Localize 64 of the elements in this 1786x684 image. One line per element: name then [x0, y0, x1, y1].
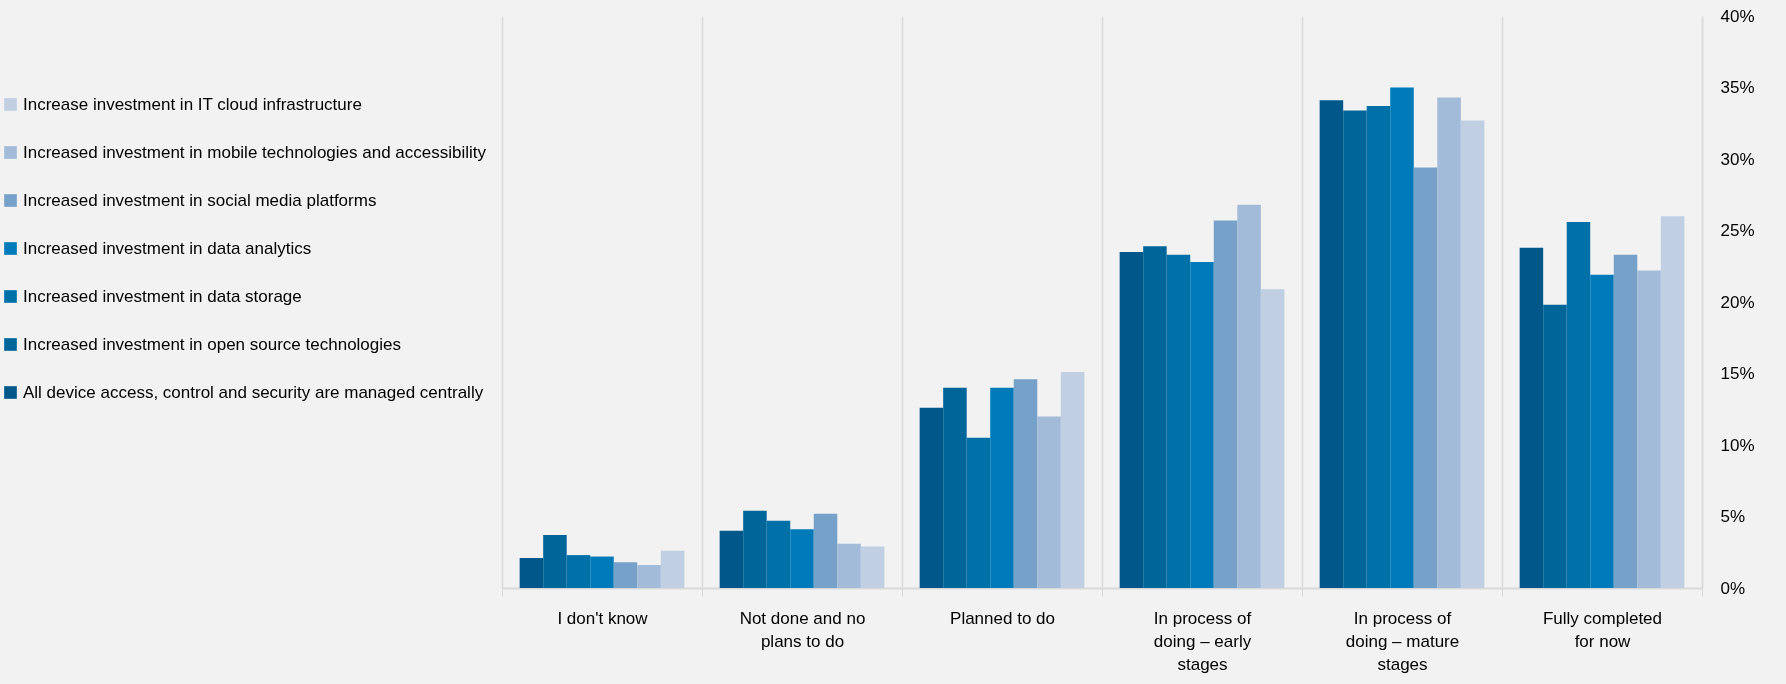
y-tick-label: 5% — [1720, 507, 1746, 526]
bar — [813, 513, 838, 588]
bar — [943, 387, 967, 588]
bar — [590, 556, 614, 588]
y-tick-label: 0% — [1720, 578, 1746, 598]
bar — [990, 387, 1014, 588]
bar — [1343, 110, 1367, 588]
bar — [1119, 251, 1144, 588]
x-tick-label: In process of doing – mature stages — [1345, 608, 1460, 674]
bar — [1013, 379, 1038, 588]
bar — [519, 557, 544, 588]
y-tick-label: 25% — [1720, 221, 1755, 240]
bar — [966, 437, 991, 588]
x-tick-label: Fully completed for now — [1542, 608, 1663, 651]
bar — [566, 555, 591, 588]
bar — [1319, 100, 1344, 588]
bar — [613, 562, 638, 588]
legend-label: All device access, control and security are managed centrally — [23, 382, 484, 402]
bar — [1437, 97, 1461, 588]
bar — [1460, 120, 1485, 588]
legend-label: Increased investment in data analytics — [23, 238, 312, 258]
legend-label: Increased investment in open source technologies — [23, 334, 402, 354]
bar — [1060, 372, 1085, 588]
bar — [1660, 216, 1685, 588]
y-tick-label: 40% — [1720, 6, 1755, 26]
bar — [1390, 87, 1414, 588]
bar — [1613, 254, 1638, 588]
x-tick-label: Not done and no plans to do — [739, 608, 866, 651]
bar — [919, 407, 944, 588]
legend-label: Increase investment in IT cloud infrastructure — [23, 94, 362, 114]
y-tick-label: 30% — [1720, 149, 1755, 169]
legend-label: Increased investment in mobile technologies and accessibility — [23, 142, 487, 162]
x-tick-label: I don't know — [557, 608, 649, 628]
bar — [1037, 416, 1061, 588]
legend-label: Increased investment in data storage — [23, 286, 302, 306]
bar — [1366, 106, 1391, 588]
bar — [1237, 204, 1261, 588]
bar — [1166, 254, 1191, 588]
bar — [1543, 304, 1567, 588]
bar — [1637, 270, 1661, 588]
bar — [1260, 289, 1285, 588]
x-tick-label: Planned to do — [950, 608, 1055, 628]
bar — [660, 550, 685, 588]
bar — [1213, 220, 1238, 588]
bar — [860, 546, 885, 588]
bar — [719, 530, 744, 588]
bar — [790, 529, 814, 588]
y-tick-label: 15% — [1720, 364, 1755, 383]
bar — [1566, 221, 1591, 588]
bar — [1590, 274, 1614, 588]
y-tick-label: 10% — [1720, 435, 1755, 455]
y-tick-label: 20% — [1720, 292, 1755, 312]
bar — [543, 535, 567, 588]
bar — [637, 565, 661, 588]
bar — [1143, 246, 1167, 588]
legend-label: Increased investment in social media platforms — [23, 190, 377, 210]
bar — [766, 520, 791, 588]
y-tick-label: 35% — [1720, 78, 1755, 97]
x-tick-label: In process of doing – early stages — [1153, 608, 1252, 674]
bar — [1190, 261, 1214, 588]
bar — [837, 543, 861, 588]
bar — [743, 510, 767, 588]
bar — [1413, 167, 1438, 588]
bar — [1519, 247, 1544, 588]
